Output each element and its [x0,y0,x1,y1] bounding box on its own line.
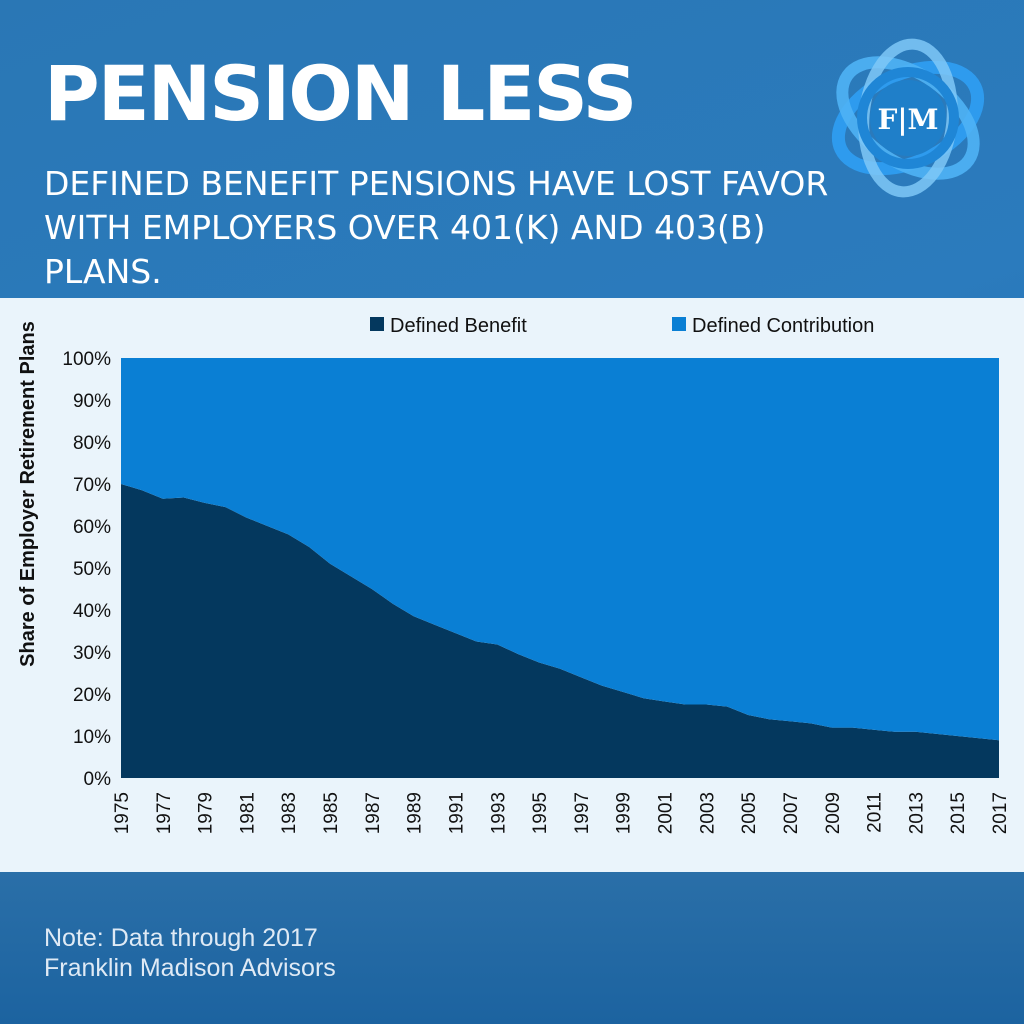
y-tick-label: 50% [73,559,111,580]
chart-legend: Defined Benefit Defined Contribution [370,315,874,337]
x-tick-label: 2001 [656,792,677,834]
x-tick-label: 1993 [488,792,509,834]
legend-swatch [370,317,384,331]
header: PENSION LESS Defined benefit pensions ha… [0,0,1024,300]
legend-swatch [672,317,686,331]
stacked-area-chart: Defined Benefit Defined Contribution 0% 10… [17,315,1011,834]
x-tick-label: 1997 [572,792,593,834]
page-subtitle: Defined benefit pensions have lost favor… [44,164,829,291]
x-tick-label: 1989 [405,792,426,834]
franklin-madison-logo: F|M [831,38,985,198]
y-tick-label: 30% [73,643,111,664]
y-axis-label: Share of Employer Retirement Plans [17,321,39,667]
x-tick-label: 2007 [781,792,802,834]
y-tick-label: 90% [73,391,111,412]
x-tick-label: 1981 [237,792,258,834]
page-title: PENSION LESS [44,49,637,138]
footer-source: Franklin Madison Advisors [44,954,336,982]
x-tick-label: 1985 [321,792,342,834]
x-tick-label: 2009 [823,792,844,834]
x-tick-label: 1995 [530,792,551,834]
plot-area [121,358,999,778]
x-tick-label: 2015 [948,792,969,834]
chart-panel: Defined Benefit Defined Contribution 0% 10… [0,298,1024,872]
x-tick-label: 2011 [865,792,886,833]
x-tick-label: 1991 [446,792,467,834]
x-tick-label: 1987 [363,792,384,834]
x-tick-label: 2013 [906,792,927,834]
x-tick-label: 1975 [112,792,133,834]
x-tick-label: 2017 [990,792,1011,834]
y-tick-label: 40% [73,601,111,622]
y-tick-label: 0% [84,769,112,790]
logo-center [870,80,946,156]
x-axis: 1975 1977 1979 1981 1983 1985 1987 1989 1991 1993… [112,792,1011,834]
y-axis: 0% 10% 20% 30% 40% 50% 60% 70% 80% 90% 100% [62,349,111,790]
y-tick-label: 80% [73,433,111,454]
x-tick-label: 1983 [279,792,300,834]
y-tick-label: 70% [73,475,111,496]
area-defined-benefit [121,484,999,778]
x-tick-label: 1977 [154,792,175,834]
x-tick-label: 1999 [614,792,635,834]
x-tick-label: 1979 [196,792,217,834]
area-defined-contribution [121,358,999,741]
legend-label: Defined Contribution [692,315,874,337]
y-tick-label: 10% [73,727,111,748]
logo-text: F|M [877,103,938,136]
logo-ring-icon [831,38,985,198]
y-tick-label: 20% [73,685,111,706]
x-tick-label: 2003 [697,792,718,834]
legend-label: Defined Benefit [390,315,527,337]
y-tick-label: 60% [73,517,111,538]
footer-note: Note: Data through 2017 [44,924,318,952]
x-tick-label: 2005 [739,792,760,834]
y-tick-label: 100% [62,349,111,370]
footer: Note: Data through 2017 Franklin Madison… [0,872,1024,1024]
